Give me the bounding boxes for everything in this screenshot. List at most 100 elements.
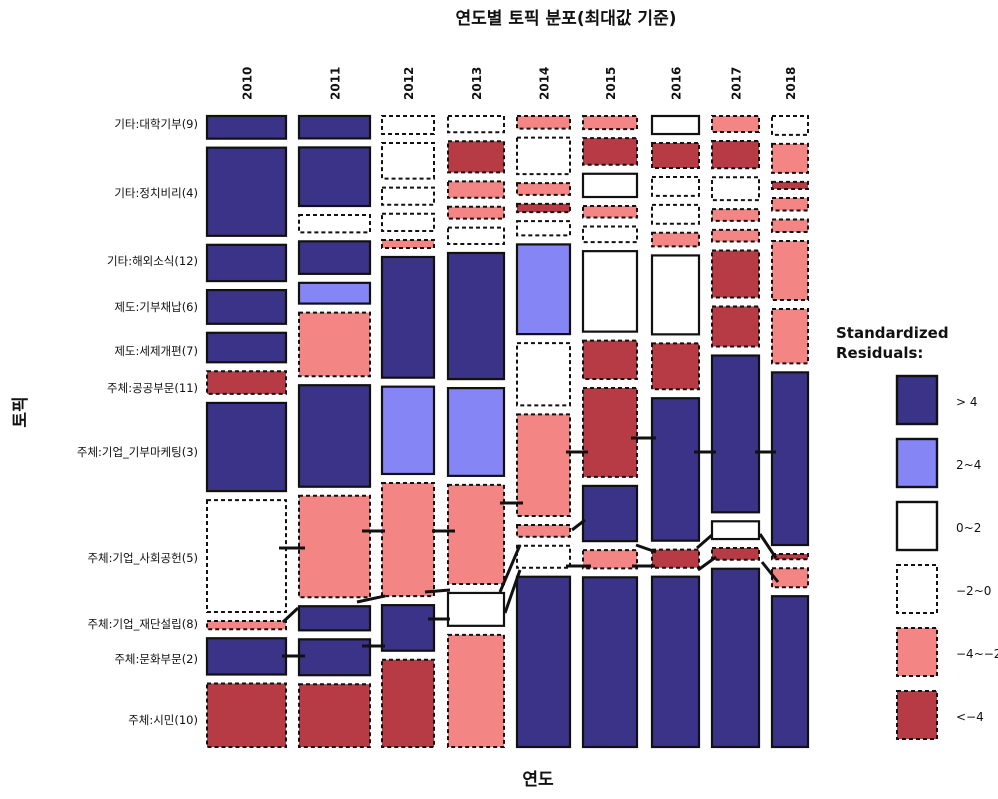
mosaic-cell-2011-1 xyxy=(297,114,372,140)
mosaic-cell-2017-6 xyxy=(711,249,760,299)
mosaic-cell-2018-1 xyxy=(771,115,809,136)
legend-title-line1: Standardized xyxy=(836,324,949,342)
topic-label-9: 주체:기업_재단설립(8) xyxy=(87,617,198,631)
year-labels: 2010 2011 2012 2013 2014 2015 2016 2017 2018 xyxy=(241,67,799,100)
mosaic-cell-2012-4 xyxy=(381,212,435,232)
mosaic-cell-2017-2 xyxy=(711,140,760,170)
mosaic-cell-2016-9 xyxy=(651,548,700,569)
mosaic-cell-2011-2 xyxy=(297,146,372,208)
mosaic-cell-2013-3 xyxy=(447,180,505,199)
year-label-2010: 2010 xyxy=(241,67,255,100)
mosaic-cell-2016-6 xyxy=(650,254,701,336)
mosaic-cell-2011-10 xyxy=(297,638,372,677)
mosaic-cell-2010-3 xyxy=(205,243,288,283)
year-label-2018: 2018 xyxy=(784,67,798,100)
connector-line-5 xyxy=(503,569,522,614)
mosaic-cell-2018-7 xyxy=(771,307,809,365)
legend-swatch-4 xyxy=(896,564,938,614)
mosaic-cell-2014-8 xyxy=(516,413,571,518)
mosaic-cell-2014-2 xyxy=(516,136,571,176)
connector-line-4 xyxy=(498,544,522,593)
mosaic-cell-2010-4 xyxy=(205,288,288,325)
mosaic-cell-2017-7 xyxy=(711,305,760,348)
connector-line-10 xyxy=(697,555,717,572)
mosaic-cell-2017-4 xyxy=(711,208,760,222)
connector-line-11 xyxy=(758,533,778,559)
year-label-2012: 2012 xyxy=(402,67,416,100)
year-label-2013: 2013 xyxy=(470,67,484,100)
mosaic-cell-2011-4 xyxy=(297,240,372,275)
topic-label-7: 주체:기업_기부마케팅(3) xyxy=(77,445,198,459)
mosaic-cell-2018-5 xyxy=(771,218,809,234)
mosaic-cell-2010-7 xyxy=(205,401,288,493)
legend-title-line2: Residuals: xyxy=(836,344,923,362)
y-axis-label: 토픽 xyxy=(11,396,31,427)
year-label-2016: 2016 xyxy=(670,67,684,100)
x-axis-label: 연도 xyxy=(522,770,554,790)
mosaic-cell-2013-1 xyxy=(447,115,505,134)
connector-line-16 xyxy=(571,518,586,532)
mosaic-cell-2014-5 xyxy=(516,220,571,237)
mosaic-cell-2012-3 xyxy=(381,186,435,206)
topic-labels: 기타:대학기부(9) 기타:정치비리(4) 기타:해외소식(12) 제도:기부채납(6… xyxy=(77,117,198,727)
mosaic-cell-2018-4 xyxy=(771,196,809,212)
mosaic-cell-2017-3 xyxy=(711,176,760,202)
connector-line-8 xyxy=(635,543,657,554)
mosaic-cell-2013-9 xyxy=(446,591,506,627)
mosaic-cell-2010-2 xyxy=(205,146,288,237)
mosaic-cell-2018-11 xyxy=(770,595,810,749)
legend-swatch-6 xyxy=(896,690,938,740)
mosaic-cell-2014-4 xyxy=(516,202,571,214)
mosaic-cell-2015-3 xyxy=(581,172,639,199)
mosaic-cell-2016-5 xyxy=(651,231,700,248)
mosaic-cell-2013-2 xyxy=(447,140,505,174)
topic-label-3: 기타:해외소식(12) xyxy=(107,254,198,268)
mosaic-cell-2010-8 xyxy=(206,499,287,614)
mosaic-cell-2012-9 xyxy=(380,604,436,652)
legend-label-1: > 4 xyxy=(956,395,978,409)
mosaic-cell-2011-7 xyxy=(297,384,372,488)
mosaic-cell-2015-9 xyxy=(581,484,639,543)
connector-line-12 xyxy=(760,561,780,583)
mosaic-cell-2014-3 xyxy=(516,182,571,196)
year-label-2011: 2011 xyxy=(329,67,343,100)
topic-label-11: 주체:시민(10) xyxy=(128,713,198,727)
connector-line-2 xyxy=(356,594,386,604)
connector-line-9 xyxy=(696,533,713,550)
mosaic-cell-2016-7 xyxy=(651,342,700,391)
mosaic-cell-2015-5 xyxy=(582,225,638,244)
mosaic-cell-2011-6 xyxy=(298,311,371,378)
legend-swatch-3 xyxy=(895,500,939,552)
topic-label-1: 기타:대학기부(9) xyxy=(114,117,198,131)
mosaic-cell-2015-6 xyxy=(581,250,639,333)
mosaic-cell-2015-2 xyxy=(582,137,638,166)
mosaic-cell-2018-3 xyxy=(771,180,809,190)
mosaic-cell-2012-8 xyxy=(381,481,435,598)
mosaic-cell-2018-6 xyxy=(771,240,809,301)
legend-label-3: 0~2 xyxy=(956,521,981,535)
mosaic-cell-2014-6 xyxy=(515,243,572,336)
mosaic-connectors xyxy=(279,436,780,658)
mosaic-cell-2017-9 xyxy=(710,520,761,541)
mosaic-cell-2011-8 xyxy=(298,494,371,599)
mosaic-cell-2018-2 xyxy=(771,142,809,174)
mosaic-cell-2016-2 xyxy=(651,142,700,169)
mosaic-cell-2013-5 xyxy=(447,226,505,245)
mosaic-cell-2014-7 xyxy=(516,342,571,407)
mosaic-cell-2013-6 xyxy=(446,251,506,381)
mosaic-cell-2017-1 xyxy=(711,115,760,134)
mosaic-cell-2012-2 xyxy=(381,142,435,180)
legend: Standardized Residuals: > 4 2~4 0~2 −2~0 −4~… xyxy=(836,324,998,740)
mosaic-cell-2015-8 xyxy=(582,387,638,478)
mosaic-cells xyxy=(205,114,810,749)
mosaic-cell-2010-11 xyxy=(206,682,287,748)
topic-label-8: 주체:기업_사회공헌(5) xyxy=(87,551,198,565)
mosaic-cell-2018-8 xyxy=(770,371,810,547)
mosaic-cell-2015-11 xyxy=(581,576,639,749)
mosaic-cell-2017-10 xyxy=(711,547,760,561)
mosaic-cell-2015-1 xyxy=(582,115,638,131)
mosaic-cell-2012-1 xyxy=(381,115,435,136)
mosaic-cell-2017-8 xyxy=(710,354,761,514)
